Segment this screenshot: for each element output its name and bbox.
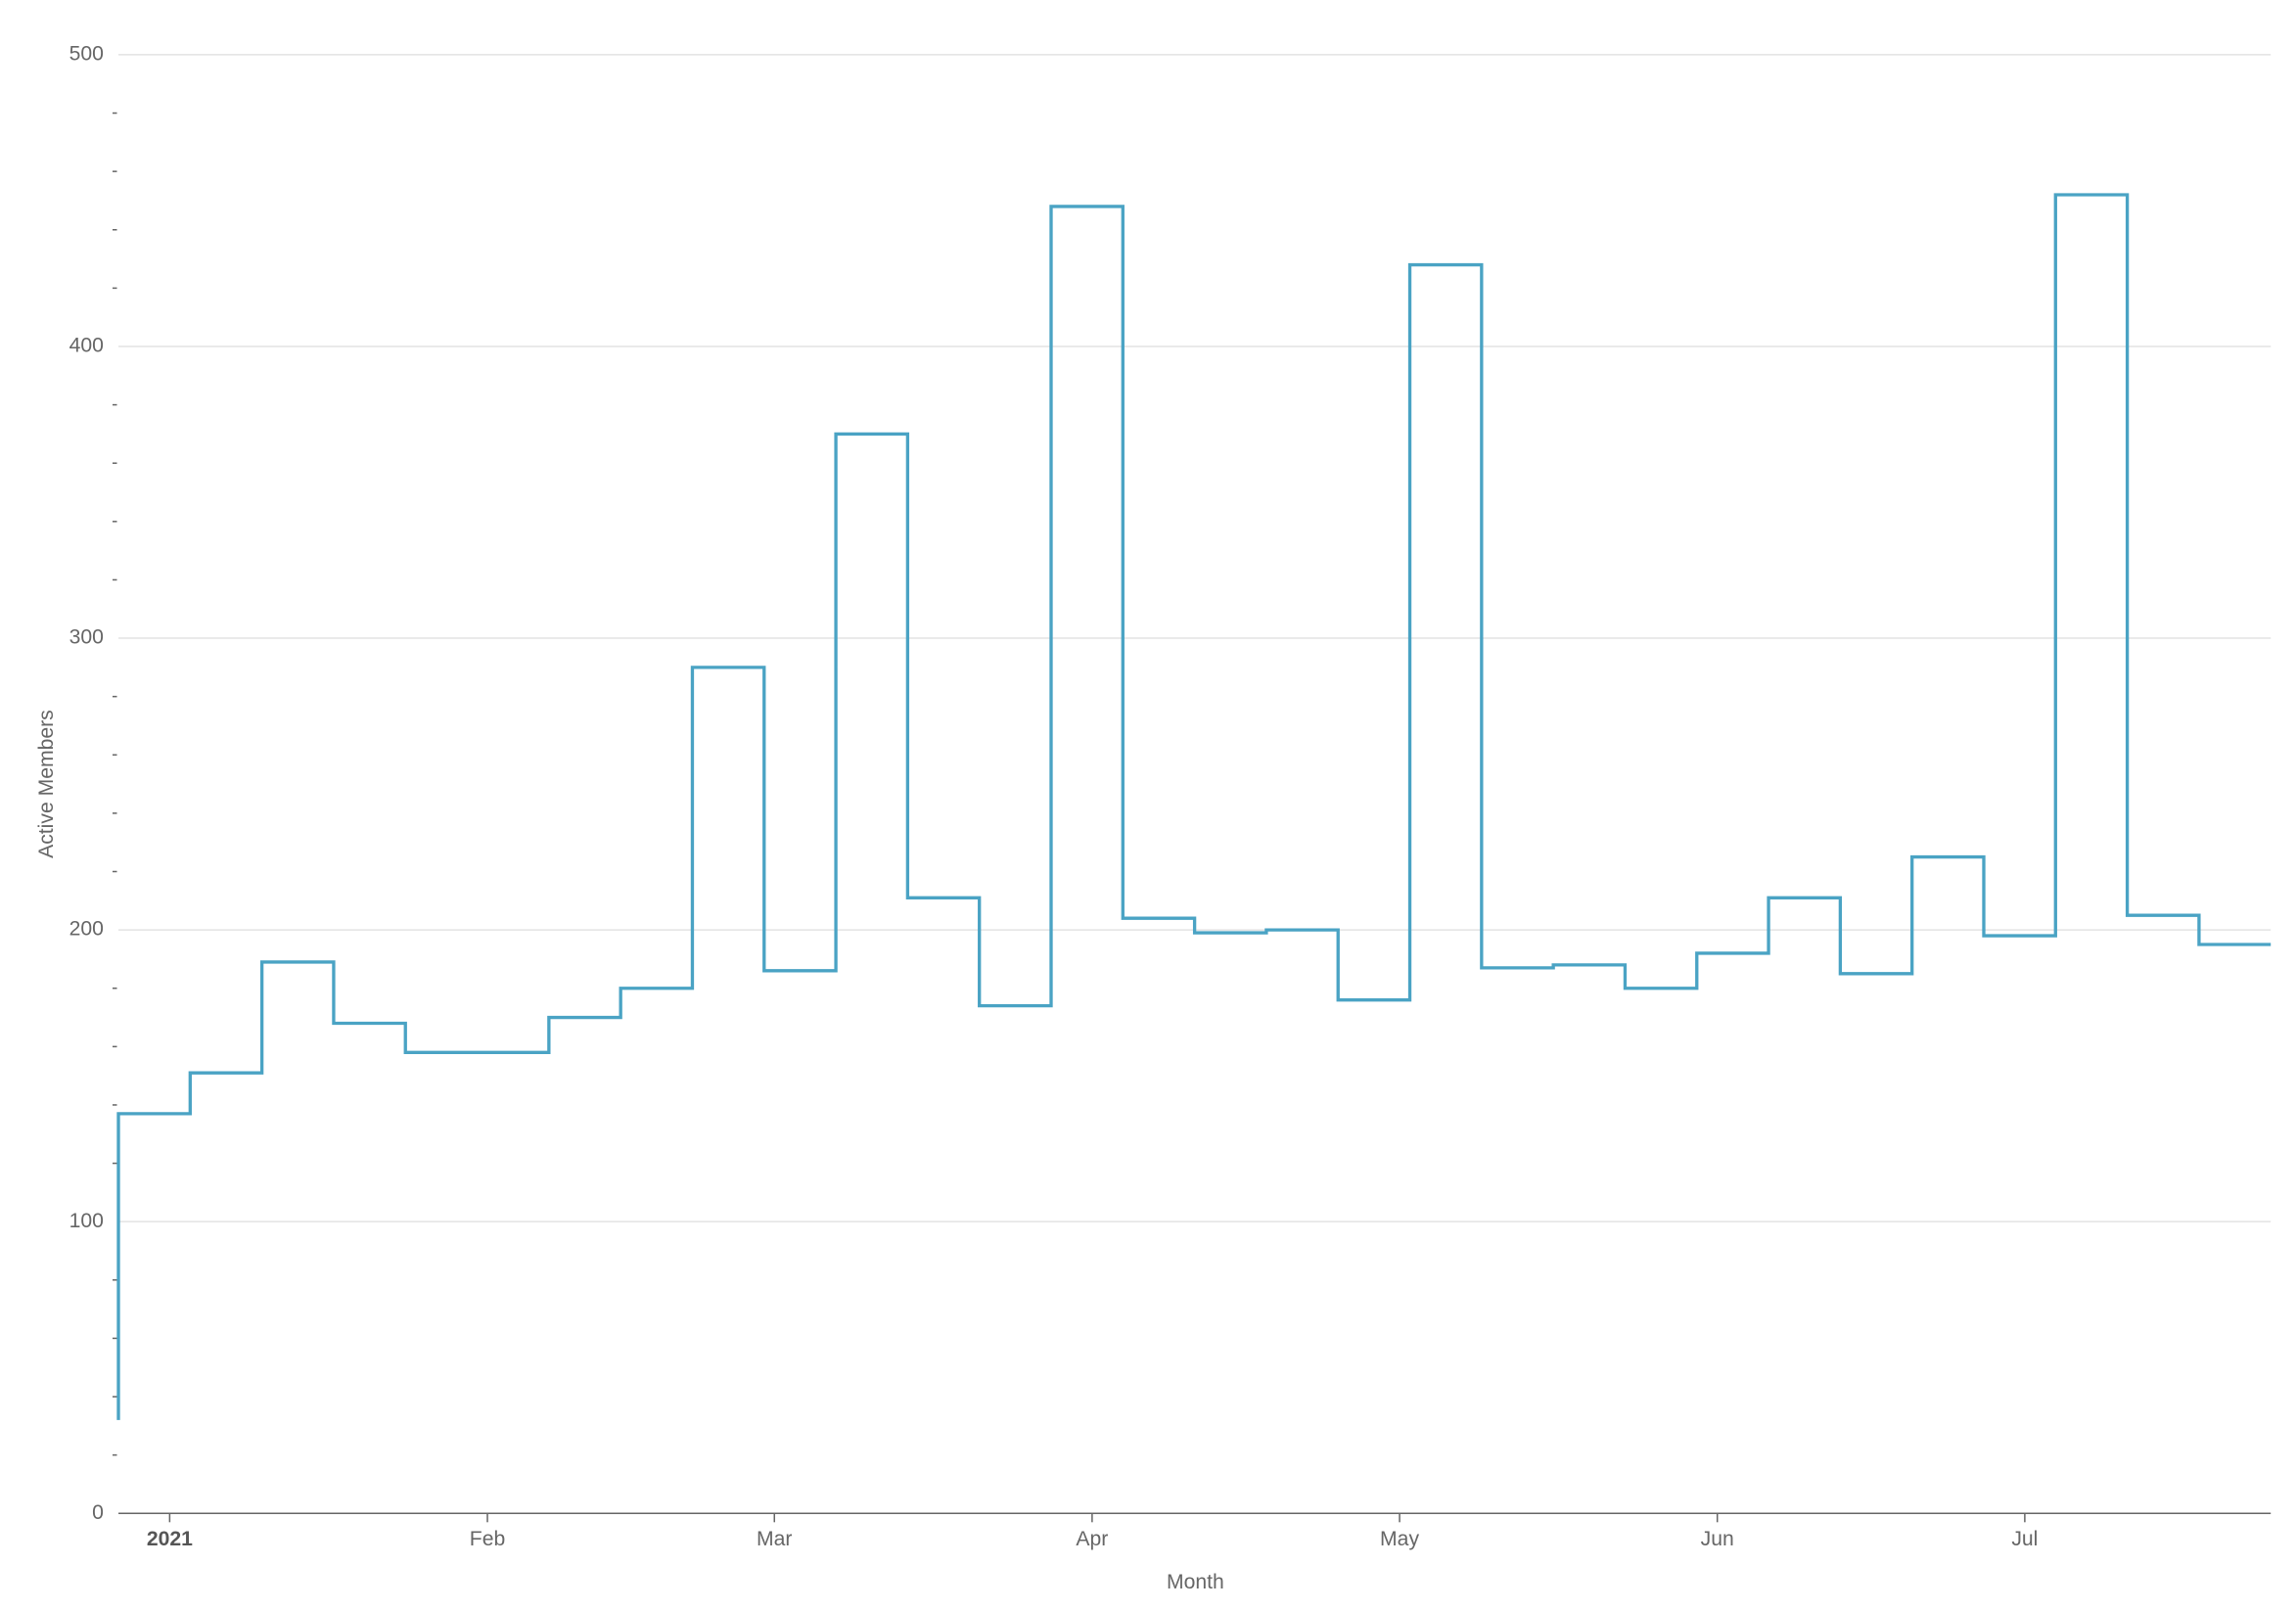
x-tick-label: Mar — [757, 1528, 792, 1550]
x-tick-label: May — [1380, 1528, 1419, 1550]
y-tick-label: 100 — [69, 1210, 104, 1232]
x-tick-label: Jul — [2011, 1528, 2038, 1550]
x-axis-label: Month — [1167, 1571, 1224, 1593]
y-axis-label: Active Members — [35, 710, 58, 858]
y-tick-label: 400 — [69, 335, 104, 357]
x-tick-label: Apr — [1076, 1528, 1108, 1550]
y-tick-label: 0 — [92, 1501, 104, 1524]
y-tick-label: 200 — [69, 918, 104, 941]
y-tick-label: 500 — [69, 43, 104, 66]
x-tick-label: Jun — [1701, 1528, 1734, 1550]
y-tick-label: 300 — [69, 626, 104, 649]
x-tick-label: 2021 — [147, 1528, 193, 1550]
x-tick-label: Feb — [470, 1528, 505, 1550]
step-line — [116, 193, 2272, 1420]
